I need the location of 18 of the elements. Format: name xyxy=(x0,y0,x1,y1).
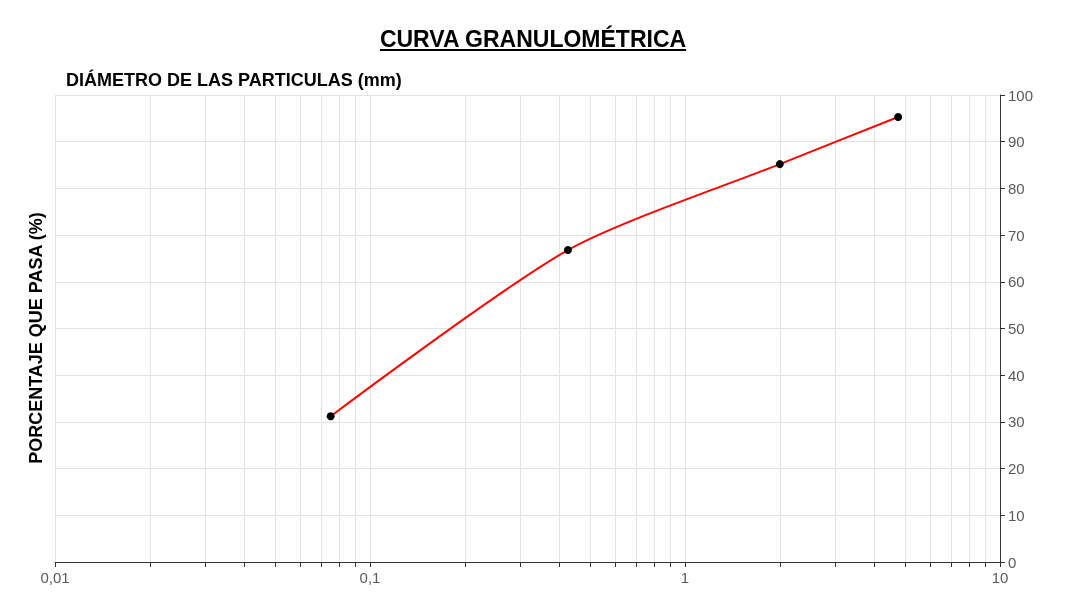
y-tick-label: 90 xyxy=(1008,133,1025,151)
y-tick-label: 0 xyxy=(1008,553,1017,571)
x-tick-label: 10 xyxy=(991,569,1009,586)
x-axis-title: DIÁMETRO DE LAS PARTICULAS (mm) xyxy=(66,70,402,91)
y-tick-label: 30 xyxy=(1008,413,1025,431)
x-tick-label: 0,01 xyxy=(40,569,70,586)
y-tick-label: 100 xyxy=(1008,86,1034,104)
y-tick-label: 70 xyxy=(1008,226,1025,244)
y-axis-title: PORCENTAJE QUE PASA (%) xyxy=(25,212,47,464)
y-tick-label: 50 xyxy=(1008,320,1025,337)
chart-title: CURVA GRANULOMÉTRICA xyxy=(378,26,688,53)
x-tick-label: 0,1 xyxy=(359,569,381,586)
y-tick-label: 60 xyxy=(1008,273,1025,291)
x-tick-label: 1 xyxy=(680,569,690,586)
y-tick-label: 40 xyxy=(1008,366,1025,384)
y-tick-label: 80 xyxy=(1008,179,1025,197)
y-tick-label: 20 xyxy=(1008,460,1025,478)
y-tick-label: 10 xyxy=(1008,506,1025,524)
